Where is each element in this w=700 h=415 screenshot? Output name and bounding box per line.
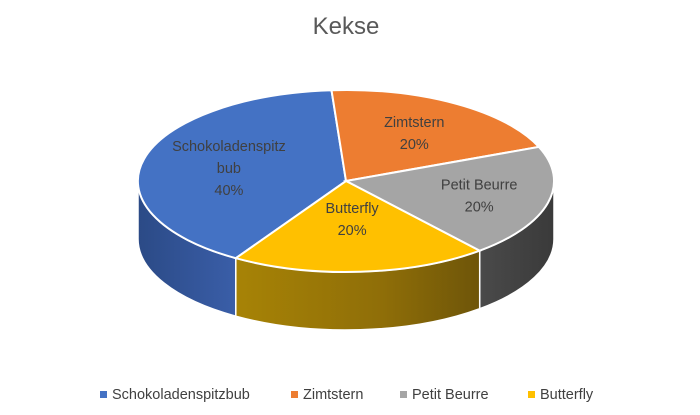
- legend-item-butterfly[interactable]: Butterfly: [528, 387, 594, 403]
- chart-title: Kekse: [313, 13, 380, 40]
- data-label-butterfly: Butterfly 20%: [326, 201, 380, 239]
- legend-label: Zimtstern: [303, 387, 363, 403]
- data-label-line: 20%: [465, 200, 494, 216]
- legend-item-zimtstern[interactable]: Zimtstern: [291, 387, 363, 403]
- legend-label: Petit Beurre: [412, 387, 489, 403]
- data-label-line: bub: [217, 161, 241, 177]
- data-label-line: Schokoladenspitz: [172, 139, 286, 155]
- data-label-petit-beurre: Petit Beurre 20%: [441, 178, 518, 216]
- slice-schokoladenspitzbub[interactable]: [136, 89, 348, 260]
- data-label-line: 20%: [400, 137, 429, 153]
- legend-item-schokoladenspitzbub[interactable]: Schokoladenspitzbub: [100, 387, 250, 403]
- data-label-line: 20%: [338, 223, 367, 239]
- data-label-schokoladenspitzbub: Schokoladenspitz bub 40%: [172, 139, 286, 199]
- pie-slices: [136, 88, 556, 274]
- data-labels: Schokoladenspitz bub 40%Zimtstern 20%Petit …: [172, 115, 517, 239]
- legend-swatch: [528, 391, 535, 398]
- legend: Schokoladenspitzbub Zimtstern Petit Beurre…: [100, 387, 594, 403]
- legend-swatch: [100, 391, 107, 398]
- data-label-line: Zimtstern: [384, 115, 444, 131]
- legend-label: Butterfly: [540, 387, 594, 403]
- legend-swatch: [400, 391, 407, 398]
- legend-item-petit-beurre[interactable]: Petit Beurre: [400, 387, 489, 403]
- data-label-line: 40%: [214, 183, 243, 199]
- slice-petit-beurre[interactable]: [342, 145, 556, 252]
- legend-label: Schokoladenspitzbub: [112, 387, 250, 403]
- slice-butterfly[interactable]: [233, 179, 483, 274]
- data-label-line: Petit Beurre: [441, 178, 518, 194]
- slice-zimtstern[interactable]: [330, 88, 541, 183]
- data-label-line: Butterfly: [326, 201, 380, 217]
- data-label-zimtstern: Zimtstern 20%: [384, 115, 444, 153]
- legend-swatch: [291, 391, 298, 398]
